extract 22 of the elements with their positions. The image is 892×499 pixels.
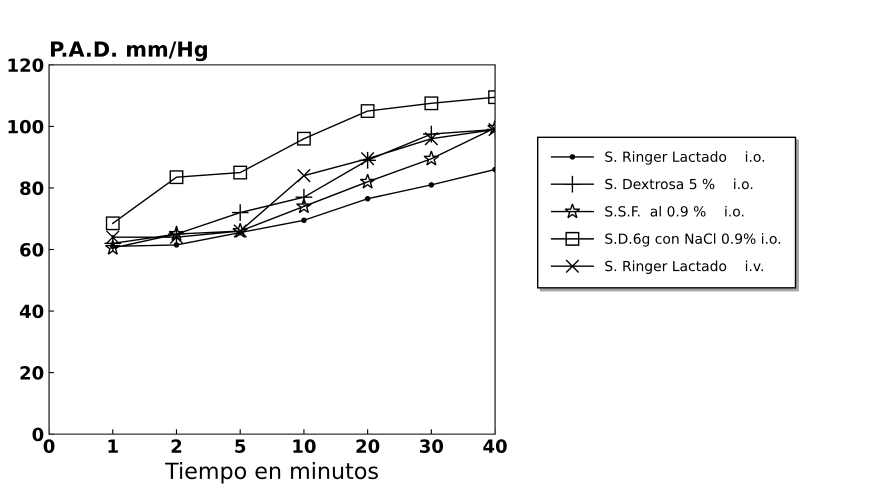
x-tick-label: 5 [235, 440, 246, 453]
x-tick-label: 20 [356, 439, 380, 453]
y-tick-label: 20 [20, 366, 44, 380]
legend-label: S. Dextrosa 5 % i.o. [605, 178, 752, 190]
legend-label: S. Ringer Lactado i.o. [605, 151, 764, 165]
x-tick-label: 40 [483, 439, 507, 453]
x-tick-label: 10 [293, 439, 316, 453]
x-tick-label: 1 [108, 440, 118, 453]
y-tick-label: 80 [20, 181, 44, 196]
y-tick-label: 100 [8, 120, 44, 134]
y-tick-label: 0 [32, 428, 44, 442]
x-tick-label: 0 [44, 439, 54, 453]
x-axis-title: Tiempo en minutos [165, 462, 378, 484]
legend-label: S.D.6g con NaCl 0.9% i.o. [605, 233, 780, 247]
y-axis-title: P.A.D. mm/Hg [50, 41, 207, 62]
legend-label: S. Ringer Lactado i.v. [605, 260, 763, 274]
y-tick-label: 40 [20, 304, 44, 318]
x-tick-label: 2 [172, 439, 182, 453]
legend-label: S.S.F. al 0.9 % i.o. [605, 206, 744, 217]
y-tick-label: 60 [20, 242, 44, 257]
x-tick-label: 30 [420, 439, 444, 453]
y-tick-label: 120 [8, 58, 44, 72]
